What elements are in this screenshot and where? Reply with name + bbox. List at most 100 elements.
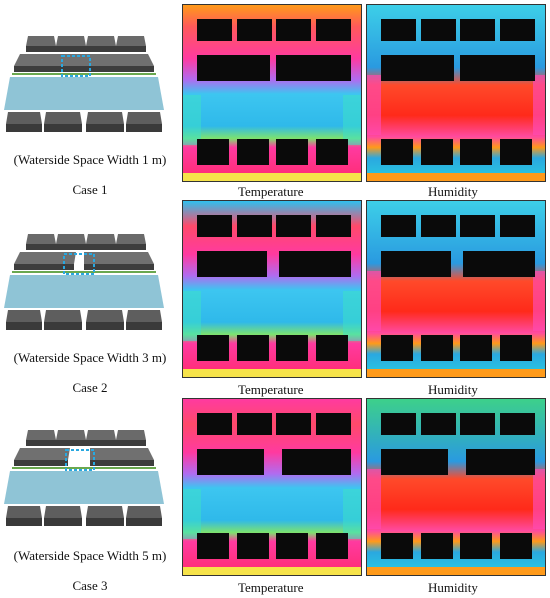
back-buildings [26, 36, 146, 52]
middle-building-right [466, 449, 535, 475]
bottom-building-1 [197, 139, 229, 165]
bottom-building-3 [460, 335, 492, 361]
top-building-4 [316, 19, 351, 41]
case-label-3: Case 3 [72, 578, 108, 593]
bottom-building-3 [460, 139, 492, 165]
top-building-4 [500, 215, 535, 237]
building-footprints [197, 215, 351, 361]
middle-building-left [381, 55, 454, 81]
back-buildings [26, 234, 146, 250]
middle-building-right [282, 449, 351, 475]
building-footprints [197, 413, 351, 559]
temperature-panel-case-3 [182, 398, 362, 576]
top-building-3 [460, 215, 495, 237]
top-building-2 [237, 215, 272, 237]
top-building-3 [276, 413, 311, 435]
front-buildings [6, 310, 162, 330]
top-building-2 [421, 19, 456, 41]
bottom-building-3 [460, 533, 492, 559]
middle-building-left [197, 251, 267, 277]
middle-building-left [197, 449, 264, 475]
bottom-building-4 [500, 139, 532, 165]
bottom-building-1 [197, 533, 229, 559]
bottom-building-2 [237, 533, 269, 559]
isometric-model-svg [4, 234, 164, 330]
bottom-building-4 [316, 335, 348, 361]
green-strip [12, 73, 156, 75]
model-case-1 [4, 28, 164, 140]
width-label-case-1: (Waterside Space Width 1 m) [13, 152, 167, 167]
bottom-building-1 [381, 335, 413, 361]
middle-building-left [381, 251, 451, 277]
top-building-2 [237, 19, 272, 41]
building-footprints [197, 19, 351, 165]
temperature-panel-case-2 [182, 200, 362, 378]
temperature-caption-case-1: Temperature [238, 184, 304, 199]
top-building-4 [316, 215, 351, 237]
bottom-building-4 [316, 139, 348, 165]
top-building-3 [460, 413, 495, 435]
width-label-case-3: (Waterside Space Width 5 m) [13, 548, 167, 563]
middle-building-left [381, 449, 448, 475]
humidity-panel-case-2 [366, 200, 546, 378]
top-building-4 [316, 413, 351, 435]
top-building-4 [500, 19, 535, 41]
humidity-panel-case-1 [366, 4, 546, 182]
top-building-1 [197, 413, 232, 435]
top-building-2 [421, 215, 456, 237]
top-building-3 [460, 19, 495, 41]
bottom-building-2 [421, 335, 453, 361]
humidity-caption-case-2: Humidity [428, 382, 478, 397]
humidity-panel-case-3 [366, 398, 546, 576]
temperature-panel-case-1 [182, 4, 362, 182]
top-building-1 [381, 215, 416, 237]
middle-building-left [197, 55, 270, 81]
top-building-4 [500, 413, 535, 435]
bottom-building-4 [500, 533, 532, 559]
bottom-building-3 [276, 533, 308, 559]
front-buildings [6, 112, 162, 132]
top-building-1 [197, 19, 232, 41]
bottom-building-4 [316, 533, 348, 559]
bottom-building-2 [421, 139, 453, 165]
width-label-case-2: (Waterside Space Width 3 m) [13, 350, 167, 365]
case-label-2: Case 2 [72, 380, 108, 395]
top-building-1 [381, 19, 416, 41]
bottom-building-4 [500, 335, 532, 361]
bottom-building-1 [197, 335, 229, 361]
top-building-2 [421, 413, 456, 435]
building-footprints [381, 19, 535, 165]
bottom-building-3 [276, 335, 308, 361]
highlight-box [65, 449, 95, 471]
top-building-1 [197, 215, 232, 237]
back-buildings [26, 430, 146, 446]
middle-building-right [279, 251, 351, 277]
bottom-building-2 [421, 533, 453, 559]
middle-building-right [276, 55, 351, 81]
middle-building-right [460, 55, 535, 81]
water-area [4, 77, 164, 110]
highlight-box [61, 55, 91, 77]
temperature-caption-case-3: Temperature [238, 580, 304, 595]
model-case-3 [4, 422, 164, 534]
building-footprints [381, 215, 535, 361]
bottom-building-1 [381, 533, 413, 559]
top-building-2 [237, 413, 272, 435]
bottom-building-2 [237, 139, 269, 165]
bottom-building-1 [381, 139, 413, 165]
isometric-model-svg [4, 430, 164, 526]
building-footprints [381, 413, 535, 559]
bottom-building-3 [276, 139, 308, 165]
isometric-model-svg [4, 36, 164, 132]
temperature-caption-case-2: Temperature [238, 382, 304, 397]
top-building-3 [276, 215, 311, 237]
model-case-2 [4, 226, 164, 338]
case-label-1: Case 1 [72, 182, 108, 197]
humidity-caption-case-1: Humidity [428, 184, 478, 199]
bottom-building-2 [237, 335, 269, 361]
top-building-3 [276, 19, 311, 41]
highlight-box [63, 253, 95, 275]
top-building-1 [381, 413, 416, 435]
middle-roof [14, 54, 154, 66]
front-buildings [6, 506, 162, 526]
